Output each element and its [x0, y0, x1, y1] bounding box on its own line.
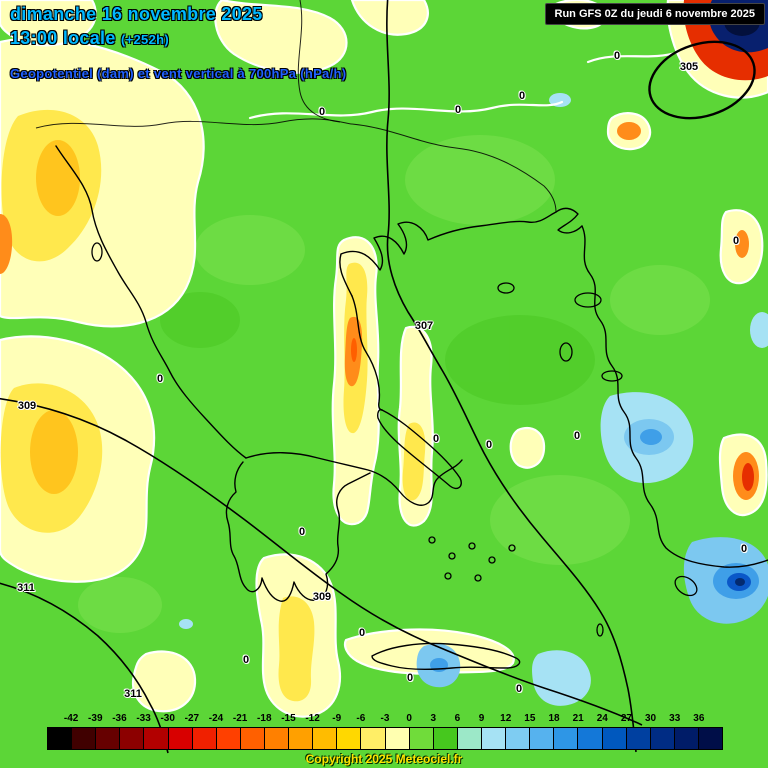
forecast-hour-offset: (+252h) [120, 32, 169, 47]
scale-label: 18 [548, 713, 560, 724]
scale-label: -39 [88, 713, 103, 724]
scale-color-cell [409, 728, 434, 749]
scale-color-cell [96, 728, 121, 749]
zero-contour-label: 0 [485, 439, 493, 451]
country-borders [35, 0, 557, 213]
scale-label: 24 [596, 713, 608, 724]
color-scale-labels: -42 -39 -36 -33 -30 -27 -24 -21 -18 -15 -12 -9 -6 -3 0… [47, 713, 723, 726]
zero-contour-label: 0 [358, 627, 366, 639]
scale-color-cell [48, 728, 73, 749]
color-scale-bar [47, 727, 723, 750]
contour-305-ellipse [648, 40, 756, 120]
scale-color-cell [698, 728, 723, 749]
scale-label: -18 [257, 713, 272, 724]
scale-color-cell [506, 728, 531, 749]
scale-label: -15 [281, 713, 296, 724]
scale-label: 3 [430, 713, 437, 724]
geopotential-contour-label: 311 [124, 688, 142, 700]
scale-label: -21 [232, 713, 248, 724]
scale-label: -36 [112, 713, 127, 724]
scale-label: 12 [500, 713, 512, 724]
scale-color-cell [433, 728, 458, 749]
scale-label: -12 [305, 713, 320, 724]
scale-color-cell [72, 728, 97, 749]
coastlines [55, 145, 768, 671]
scale-label: 9 [478, 713, 485, 724]
forecast-time: 13:00 locale (+252h) [10, 28, 169, 49]
scale-color-cell [602, 728, 627, 749]
geopotential-contour-lines [0, 0, 756, 754]
scale-color-cell [385, 728, 410, 749]
scale-label: -24 [208, 713, 224, 724]
scale-color-cell [481, 728, 507, 749]
geopotential-contour-label: 309 [17, 400, 37, 412]
zero-contour-label: 0 [318, 106, 326, 118]
forecast-date: dimanche 16 novembre 2025 [10, 4, 263, 24]
scale-color-cell [578, 728, 603, 749]
geopotential-contour-label: 309 [312, 591, 332, 603]
green-texture [78, 135, 710, 633]
copyright-notice: Copyright 2025 Meteociel.fr [305, 752, 463, 766]
model-run-info: Run GFS 0Z du jeudi 6 novembre 2025 [544, 3, 765, 25]
zero-contour-label: 0 [454, 104, 462, 116]
scale-color-cell [264, 728, 290, 749]
geopotential-contour-label: 305 [679, 61, 699, 73]
scale-color-cell [216, 728, 241, 749]
scale-color-cell [674, 728, 699, 749]
scale-color-cell [337, 728, 362, 749]
scale-label: -3 [380, 713, 390, 724]
scale-label: 36 [693, 713, 705, 724]
scale-color-cell [457, 728, 482, 749]
variable-title: Geopotentiel (dam) et vent vertical à 70… [10, 66, 347, 81]
scale-color-cell [240, 728, 265, 749]
scale-label: 6 [454, 713, 461, 724]
scale-color-cell [650, 728, 675, 749]
scale-label: -9 [332, 713, 342, 724]
zero-contour-label: 0 [732, 235, 740, 247]
zero-contour-label: 0 [432, 433, 440, 445]
scale-label: -33 [136, 713, 151, 724]
geopotential-contour-label: 307 [414, 320, 434, 332]
scale-label: 15 [524, 713, 536, 724]
zero-contour-label: 0 [518, 90, 526, 102]
scale-label: 0 [406, 713, 412, 724]
forecast-local-time: 13:00 locale [10, 28, 116, 48]
scale-color-cell [168, 728, 193, 749]
yellow-cores [0, 109, 426, 702]
scale-color-cell [144, 728, 169, 749]
scale-label: 30 [645, 713, 657, 724]
zero-contour-label: 0 [740, 543, 748, 555]
zero-contour-lines [248, 50, 680, 120]
scale-label: -42 [63, 713, 79, 724]
scale-color-cell [626, 728, 651, 749]
scale-color-cell [361, 728, 386, 749]
scale-label: 21 [572, 713, 584, 724]
scale-label: 27 [620, 713, 632, 724]
scale-label: 33 [669, 713, 681, 724]
scale-color-cell [289, 728, 314, 749]
geopotential-contour-label: 311 [17, 582, 35, 594]
scale-color-cell [120, 728, 145, 749]
scale-color-cell [530, 728, 555, 749]
scale-color-cell [554, 728, 579, 749]
zero-contour-label: 0 [406, 672, 414, 684]
scale-color-cell [313, 728, 338, 749]
zero-contour-label: 0 [156, 373, 164, 385]
zero-contour-label: 0 [298, 526, 306, 538]
scale-label: -30 [160, 713, 175, 724]
zero-contour-label: 0 [515, 683, 523, 695]
scale-color-cell [192, 728, 217, 749]
zero-contour-label: 0 [613, 50, 621, 62]
scale-label: -27 [184, 713, 200, 724]
positive-omega-blue-regions [179, 93, 768, 706]
zero-contour-label: 0 [573, 430, 581, 442]
scale-label: -6 [356, 713, 366, 724]
zero-contour-label: 0 [242, 654, 250, 666]
